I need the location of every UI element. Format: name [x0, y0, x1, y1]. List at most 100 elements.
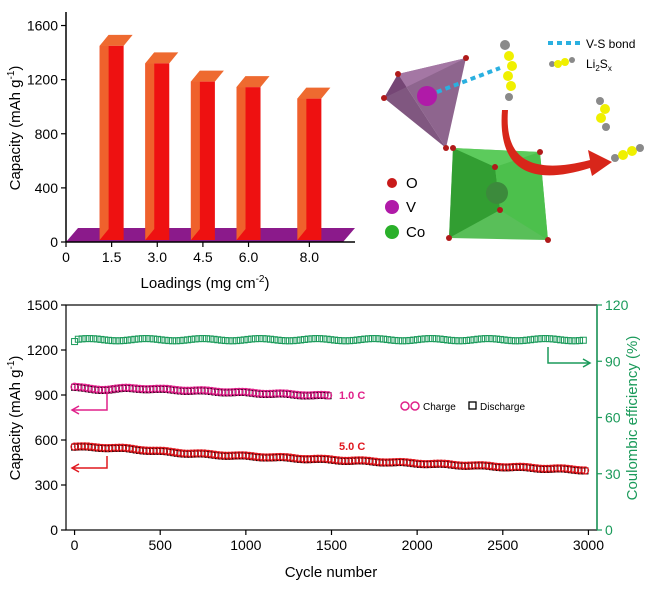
ce-point [462, 337, 470, 345]
ce-point [364, 335, 372, 343]
ce-point [515, 337, 523, 345]
o-atom [492, 164, 498, 170]
ce-point [440, 336, 448, 344]
ce-point [127, 336, 135, 344]
ce-point [436, 335, 444, 343]
o-atom [463, 55, 469, 61]
ce-point [338, 337, 346, 345]
ce-point [82, 335, 90, 343]
loading-bar-chart: 0 400 800 1200 1600 0 1.5 3.0 4.5 6.0 8.0 Loading… [6, 12, 355, 292]
legend-v-label: V [406, 199, 416, 216]
ce-point [406, 336, 414, 344]
co-atom [486, 182, 508, 204]
ce-point [493, 335, 501, 343]
polysulfide-legend-label: Li2Sx [586, 57, 612, 73]
ce-point [308, 335, 316, 343]
cycle-x-ticks: 0 500 1000 1500 2000 2500 3000 [71, 530, 604, 553]
ce-point [572, 337, 580, 345]
y-tick-label: 1600 [27, 18, 58, 34]
ce-point [289, 337, 297, 345]
y-tick-label: 400 [35, 180, 59, 196]
ce-point [101, 336, 109, 344]
y-tick-label: 0 [50, 234, 58, 250]
ce-point [402, 337, 410, 345]
o-atom [497, 207, 503, 213]
ce-point [538, 335, 546, 343]
ce-point [282, 337, 290, 345]
ce-point [534, 335, 542, 343]
ce-axis-label: Coulombic efficiency (%) [624, 336, 641, 501]
ce-point [244, 335, 252, 343]
rate-label-5c: 5.0 C [339, 441, 365, 453]
ce-point [349, 336, 357, 344]
x-tick-label: 3.0 [148, 249, 168, 265]
legend-co-swatch [385, 225, 399, 239]
ce-point [120, 337, 128, 345]
ce-point [519, 337, 527, 345]
ce-point [180, 336, 188, 344]
legend-discharge-marker [468, 401, 477, 410]
ce-point [368, 335, 376, 343]
element-legend: OV Co [385, 175, 425, 241]
ce-point [202, 335, 210, 343]
ce-point [195, 335, 203, 343]
ce-point [191, 335, 199, 343]
bar [190, 70, 224, 240]
ce-point [387, 336, 395, 344]
ce-point [353, 336, 361, 344]
o-atom [446, 235, 452, 241]
x-tick-label: 1500 [316, 537, 347, 553]
ce-point [478, 335, 486, 343]
ce-point [293, 336, 301, 344]
ce-point [316, 335, 324, 343]
legend-co-label: Co [406, 224, 425, 241]
y-tick-label: 900 [35, 387, 59, 403]
bar-x-axis-label: Loadings (mg cm-2) [141, 274, 270, 292]
ce-point [146, 335, 154, 343]
ce-point [557, 336, 565, 344]
ce-point [236, 336, 244, 344]
ce-point [240, 336, 248, 344]
y-tick-label: 800 [35, 126, 59, 142]
migration-arrow [501, 110, 612, 176]
o-atom [545, 237, 551, 243]
ce-point [331, 336, 339, 344]
ce-point [496, 335, 504, 343]
ce-point [255, 335, 263, 343]
ce-point [383, 336, 391, 344]
released-polysulfide-2 [611, 144, 644, 162]
ce-point [466, 336, 474, 344]
ce-point [169, 337, 177, 345]
ce-point [248, 335, 256, 343]
ce-point [89, 335, 97, 343]
ce-point [579, 336, 587, 344]
o-atom [537, 149, 543, 155]
ce-point [229, 337, 237, 345]
ce-point [312, 335, 320, 343]
ce-point [508, 337, 516, 345]
ce-point [342, 337, 350, 345]
released-polysulfide-1 [596, 97, 610, 131]
ce-point [560, 336, 568, 344]
ce-point [564, 337, 572, 345]
x-tick-label: 1.5 [102, 249, 122, 265]
ce-point [451, 337, 459, 345]
ce-point [135, 335, 143, 343]
ce-point [545, 335, 553, 343]
ce-point [297, 336, 305, 344]
ce-point [444, 336, 452, 344]
bar [99, 34, 133, 240]
ce-point [206, 335, 214, 343]
bar [145, 52, 179, 240]
ce-point [199, 335, 207, 343]
bar [297, 87, 331, 241]
ce-point [327, 336, 335, 344]
x-tick-label: 4.5 [193, 249, 213, 265]
ce-point [380, 335, 388, 343]
legend-charge-marker [400, 401, 410, 411]
legend-charge-label: Charge [423, 402, 456, 413]
ce-point [104, 336, 112, 344]
ce-point [425, 335, 433, 343]
adsorbed-polysulfide [500, 40, 517, 101]
